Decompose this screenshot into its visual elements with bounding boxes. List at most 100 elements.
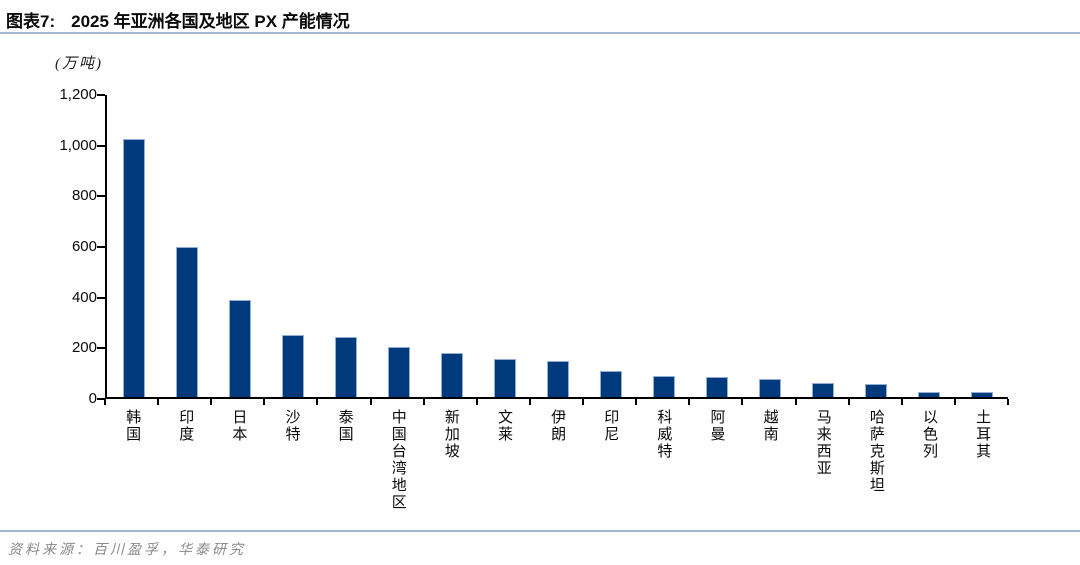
bar-印尼 bbox=[599, 370, 622, 397]
bar-series bbox=[107, 95, 1008, 397]
x-label-slot: 日本 bbox=[211, 409, 264, 511]
x-tick-mark bbox=[635, 399, 638, 405]
bar-韩国 bbox=[122, 139, 145, 397]
bar-slot bbox=[637, 95, 690, 397]
x-category-label: 沙特 bbox=[283, 409, 300, 443]
bar-哈萨克斯坦 bbox=[864, 384, 887, 397]
x-label-slot: 新加坡 bbox=[424, 409, 477, 511]
source-note: 资料来源：百川盈孚，华泰研究 bbox=[8, 543, 246, 558]
x-category-label: 科威特 bbox=[655, 409, 672, 460]
x-category-label: 新加坡 bbox=[442, 409, 459, 460]
bar-slot bbox=[319, 95, 372, 397]
x-tick-mark bbox=[741, 399, 744, 405]
x-category-label: 以色列 bbox=[920, 409, 937, 460]
x-category-label: 土耳其 bbox=[974, 409, 991, 460]
x-tick-mark bbox=[157, 399, 160, 405]
bar-slot bbox=[902, 95, 955, 397]
y-tick-label: 600 bbox=[71, 238, 97, 255]
x-label-slot: 印度 bbox=[158, 409, 211, 511]
x-axis-ticks bbox=[104, 399, 1009, 405]
x-category-label: 韩国 bbox=[124, 409, 141, 443]
bar-slot bbox=[955, 95, 1008, 397]
x-category-label: 哈萨克斯坦 bbox=[867, 409, 884, 494]
bar-日本 bbox=[228, 300, 251, 397]
bar-slot bbox=[849, 95, 902, 397]
x-label-slot: 土耳其 bbox=[955, 409, 1008, 511]
plot-area bbox=[105, 95, 1008, 399]
x-label-slot: 科威特 bbox=[636, 409, 689, 511]
x-tick-mark bbox=[422, 399, 425, 405]
bar-印度 bbox=[175, 247, 198, 397]
bar-马来西亚 bbox=[811, 383, 834, 397]
bar-新加坡 bbox=[440, 352, 463, 397]
x-label-slot: 马来西亚 bbox=[796, 409, 849, 511]
x-label-slot: 伊朗 bbox=[530, 409, 583, 511]
y-axis-ticks bbox=[97, 94, 105, 400]
bar-沙特 bbox=[281, 335, 304, 397]
y-tick-mark bbox=[97, 296, 105, 299]
x-label-slot: 中国台湾地区 bbox=[371, 409, 424, 511]
x-tick-mark bbox=[953, 399, 956, 405]
bar-slot bbox=[372, 95, 425, 397]
bar-阿曼 bbox=[705, 376, 728, 397]
x-label-slot: 以色列 bbox=[902, 409, 955, 511]
x-label-slot: 泰国 bbox=[318, 409, 371, 511]
bar-slot bbox=[266, 95, 319, 397]
bar-土耳其 bbox=[970, 392, 993, 397]
x-tick-mark bbox=[369, 399, 372, 405]
page-title: 2025 年亚洲各国及地区 PX 产能情况 bbox=[71, 12, 350, 31]
x-tick-mark bbox=[900, 399, 903, 405]
y-tick-label: 1,000 bbox=[59, 136, 97, 154]
bar-slot bbox=[690, 95, 743, 397]
y-tick-label: 1,200 bbox=[59, 86, 97, 103]
y-tick-mark bbox=[97, 398, 105, 400]
y-tick-mark bbox=[97, 195, 105, 198]
bar-文莱 bbox=[493, 359, 516, 397]
x-tick-mark bbox=[475, 399, 478, 405]
x-label-slot: 文莱 bbox=[477, 409, 530, 511]
x-tick-mark bbox=[847, 399, 850, 405]
y-tick-label: 800 bbox=[71, 187, 97, 205]
bar-以色列 bbox=[917, 392, 940, 397]
bar-越南 bbox=[758, 379, 781, 397]
x-label-slot: 韩国 bbox=[105, 409, 158, 511]
bar-泰国 bbox=[334, 337, 357, 397]
x-tick-mark bbox=[316, 399, 319, 405]
y-axis-unit-label: (万吨) bbox=[55, 56, 103, 72]
x-category-label: 印尼 bbox=[602, 409, 619, 443]
x-tick-mark bbox=[528, 399, 531, 405]
title-divider bbox=[0, 32, 1080, 34]
x-tick-mark bbox=[1007, 399, 1009, 405]
bar-slot bbox=[425, 95, 478, 397]
x-category-label: 阿曼 bbox=[708, 409, 725, 443]
x-category-label: 马来西亚 bbox=[814, 409, 831, 477]
chart-header: 图表7: 2025 年亚洲各国及地区 PX 产能情况 bbox=[6, 7, 350, 32]
x-label-slot: 印尼 bbox=[583, 409, 636, 511]
x-axis-category-labels: 韩国 印度 日本 沙特 泰国 中国台湾地区 新加坡 文莱 伊朗 印尼 科威特 阿曼 越南 马来西亚 哈萨克斯… bbox=[105, 409, 1008, 511]
y-tick-mark bbox=[97, 246, 105, 248]
bar-slot bbox=[478, 95, 531, 397]
bar-伊朗 bbox=[546, 360, 569, 397]
bar-科威特 bbox=[652, 376, 675, 397]
y-tick-label: 0 bbox=[88, 390, 97, 407]
x-category-label: 中国台湾地区 bbox=[389, 409, 406, 511]
x-label-slot: 越南 bbox=[743, 409, 796, 511]
y-tick-mark bbox=[97, 94, 105, 96]
x-label-slot: 沙特 bbox=[264, 409, 317, 511]
bar-slot bbox=[531, 95, 584, 397]
figure-label: 图表7: bbox=[6, 12, 56, 31]
x-category-label: 伊朗 bbox=[549, 409, 566, 443]
x-category-label: 文莱 bbox=[495, 409, 512, 443]
x-category-label: 日本 bbox=[230, 409, 247, 443]
bar-slot bbox=[107, 95, 160, 397]
x-label-slot: 阿曼 bbox=[689, 409, 742, 511]
x-tick-mark bbox=[104, 399, 106, 405]
y-axis-tick-labels: 0 200 400 600 800 1,000 1,200 bbox=[0, 87, 97, 407]
bar-slot bbox=[160, 95, 213, 397]
bar-slot bbox=[213, 95, 266, 397]
bar-slot bbox=[743, 95, 796, 397]
y-tick-label: 400 bbox=[71, 288, 97, 306]
x-tick-mark bbox=[794, 399, 797, 405]
x-tick-mark bbox=[210, 399, 213, 405]
